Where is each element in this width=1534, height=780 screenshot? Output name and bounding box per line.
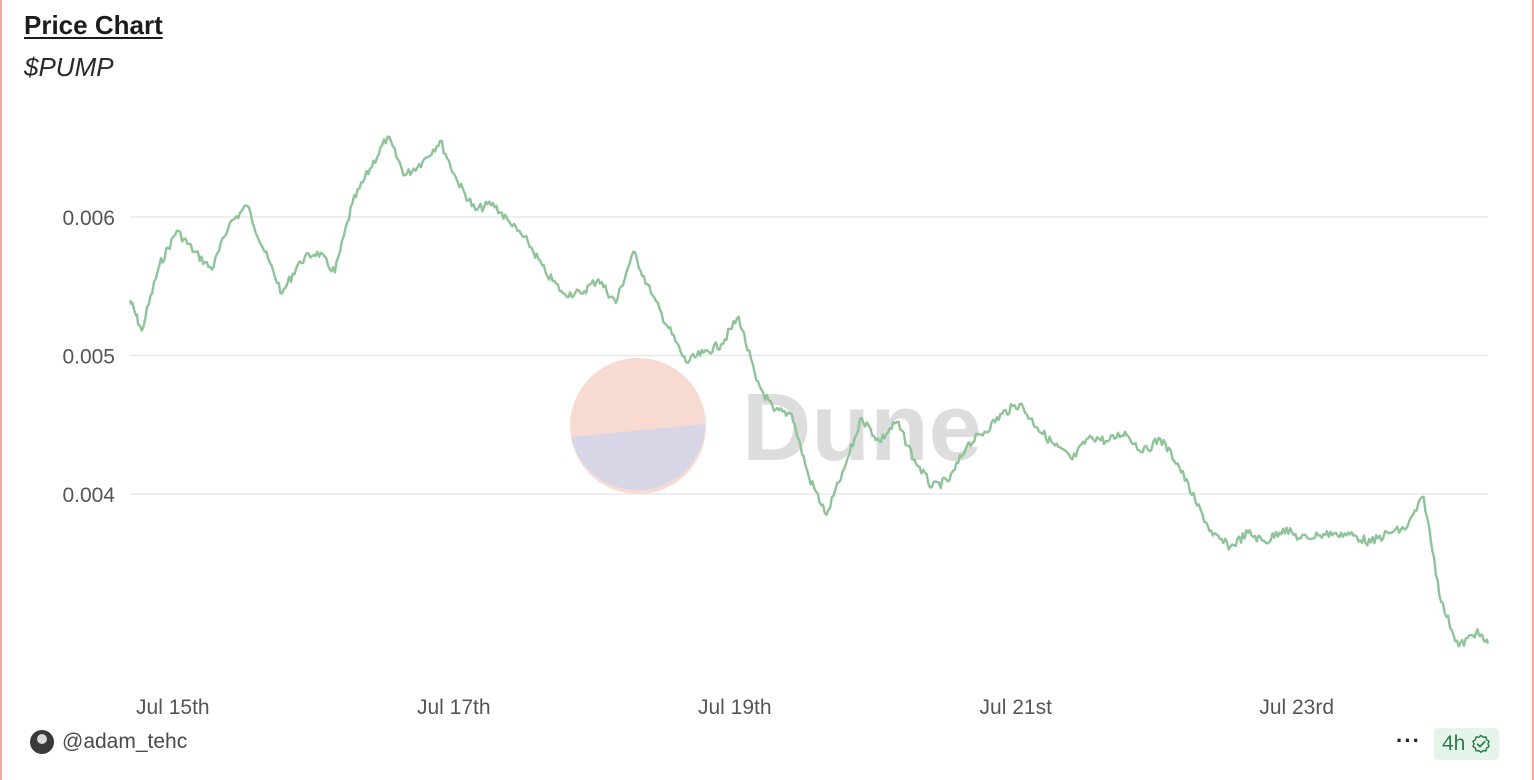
age-label: 4h <box>1442 732 1466 755</box>
chart-title[interactable]: Price Chart <box>24 10 163 40</box>
grid-lines <box>130 216 1488 495</box>
x-tick-label: Jul 21st <box>980 696 1053 719</box>
price-series-line <box>128 135 1490 648</box>
y-tick-label: 0.006 <box>62 207 115 230</box>
age-badge[interactable]: 4h <box>1434 728 1500 760</box>
watermark-text: Dune <box>742 374 982 481</box>
chart-subtitle: $PUMP <box>24 52 114 82</box>
author-name: @adam_tehc <box>62 730 188 753</box>
y-tick-label: 0.005 <box>62 346 115 369</box>
y-axis-ticks: 0.004 0.005 0.006 <box>62 207 115 507</box>
y-tick-label: 0.004 <box>62 484 115 507</box>
x-axis-ticks: Jul 15th Jul 17th Jul 19th Jul 21st Jul 23rd <box>136 696 1334 719</box>
x-tick-label: Jul 23rd <box>1259 696 1334 719</box>
x-tick-label: Jul 19th <box>698 696 772 719</box>
x-tick-label: Jul 17th <box>417 696 491 719</box>
x-tick-label: Jul 15th <box>136 696 210 719</box>
verified-check-icon <box>1472 734 1491 754</box>
avatar <box>30 730 54 754</box>
more-options-button[interactable]: ··· <box>1396 728 1421 753</box>
series-group <box>128 135 1490 648</box>
dune-watermark: Dune <box>570 358 982 494</box>
author-link[interactable]: @adam_tehc <box>30 730 187 754</box>
watermark-circle-bottom <box>571 424 706 491</box>
